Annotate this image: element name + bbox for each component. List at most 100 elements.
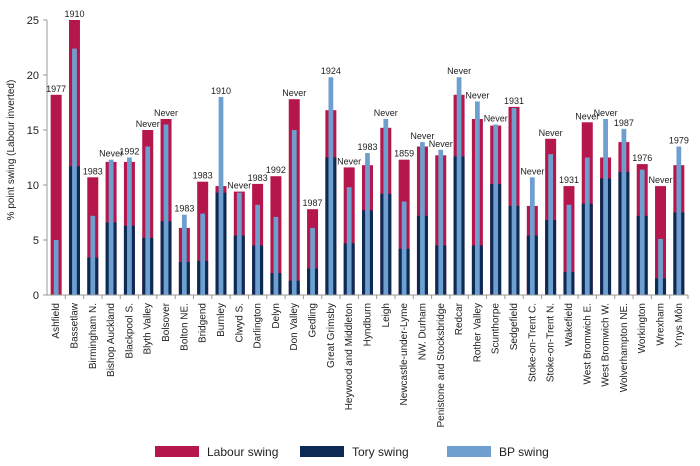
y-tick-label: 20	[27, 70, 39, 82]
bar-annotation: Never	[227, 181, 251, 191]
x-axis: Ashfield Bassetlaw Birmingham N. Bishop Auc…	[47, 294, 689, 428]
bp-swing-bar	[383, 119, 389, 295]
bars	[50, 20, 685, 296]
x-tick-label: Wolverhampton NE.	[619, 303, 630, 392]
x-tick-label: NW. Durham	[417, 303, 428, 360]
bp-swing-bar	[346, 187, 352, 295]
bp-swing-bar	[236, 192, 242, 295]
y-tick-label: 10	[27, 180, 39, 192]
x-tick-label: Stoke-on-Trent N.	[546, 303, 557, 382]
legend-label: Labour swing	[207, 445, 278, 459]
legend-swatch	[155, 446, 199, 457]
bp-swing-bar	[127, 157, 132, 295]
x-tick-label: West Bromwich E.	[582, 303, 593, 385]
bp-swing-bar	[401, 201, 407, 295]
bp-swing-bar	[273, 216, 279, 295]
bar-annotation: Never	[429, 139, 453, 149]
bar-annotation: Never	[447, 66, 471, 76]
bp-swing-bar	[72, 48, 77, 295]
bp-swing-bar	[548, 154, 554, 295]
bp-swing-bar	[438, 149, 444, 295]
x-tick-label: Gedling	[308, 303, 319, 337]
legend: Labour swing Tory swing BP swing	[155, 445, 549, 459]
y-tick-label: 15	[27, 125, 39, 137]
legend-swatch	[300, 446, 344, 457]
x-tick-label: Leigh	[381, 303, 392, 327]
bp-swing-bar	[53, 240, 59, 295]
bp-swing-bar	[420, 142, 425, 295]
x-tick-label: West Bromwich W.	[601, 303, 612, 387]
bp-swing-bar	[310, 227, 315, 295]
bar-annotation: 1987	[614, 118, 634, 128]
bar-annotation: 1931	[504, 96, 524, 106]
x-tick-label: Redcar	[454, 302, 465, 335]
x-tick-label: Wakefield	[564, 303, 575, 347]
bar-annotation: 1983	[357, 142, 377, 152]
bar-annotation: 1910	[211, 86, 231, 96]
x-tick-label: Great Grimsby	[326, 303, 337, 368]
legend-label: Tory swing	[352, 445, 409, 459]
x-tick-label: Ynys Môn	[674, 303, 685, 347]
bar-annotation: Never	[154, 108, 178, 118]
bar-annotation: Never	[99, 149, 123, 159]
bar-annotation: Never	[484, 114, 508, 124]
y-axis: 0 5 10 15 20 25	[27, 15, 48, 302]
bp-swing-bar	[163, 124, 169, 295]
bp-swing-bar	[291, 130, 297, 295]
bp-swing-bar	[566, 204, 572, 295]
x-tick-label: Birmingham N.	[88, 303, 99, 369]
bar-annotation: 1979	[669, 136, 689, 146]
bp-swing-bar	[255, 204, 260, 295]
bp-swing-bar	[529, 177, 535, 295]
x-tick-label: Stoke-on-Trent C.	[527, 303, 538, 382]
x-tick-label: Bassetlaw	[69, 302, 80, 348]
bp-swing-bar	[511, 108, 517, 295]
labour-swing-bar	[50, 94, 62, 295]
bp-swing-bar	[456, 77, 462, 295]
bar-annotation: 1992	[266, 165, 286, 175]
x-tick-label: Hyndburn	[363, 303, 374, 346]
y-tick-label: 0	[33, 290, 39, 302]
bp-swing-bar	[108, 159, 114, 295]
bp-swing-bar	[475, 101, 480, 296]
bp-swing-bar	[218, 97, 224, 295]
bp-swing-bar	[639, 169, 645, 295]
bar-annotation: Never	[575, 111, 599, 121]
bp-swing-bar	[658, 238, 663, 295]
x-tick-label: Ashfield	[51, 303, 62, 339]
bar-annotation: 1931	[559, 175, 579, 185]
bp-swing-bar	[328, 77, 334, 295]
bar-annotation: Never	[649, 175, 673, 185]
bar-annotation: Never	[136, 119, 160, 129]
bar-annotation: 1987	[303, 198, 323, 208]
x-tick-label: Rother Valley	[472, 303, 483, 362]
x-tick-label: Bolsover	[161, 302, 172, 342]
bar-annotation: Never	[539, 128, 563, 138]
bar-annotation: 1859	[394, 149, 414, 159]
bar-annotation: 1976	[632, 153, 652, 163]
x-tick-label: Sedgefield	[509, 303, 520, 350]
y-tick-label: 25	[27, 15, 39, 27]
bar-annotation: Never	[520, 166, 544, 176]
x-tick-label: Clwyd S.	[234, 303, 245, 342]
x-tick-label: Newcastle-under-Lyme	[399, 303, 410, 406]
bar-annotation: 1977	[46, 84, 66, 94]
bar-annotation: Never	[465, 90, 489, 100]
x-tick-label: Penistone and Stocksbridge	[436, 303, 447, 428]
bar-annotation: Never	[337, 156, 361, 166]
x-tick-label: Burnley	[216, 303, 227, 337]
bar-annotation: 1983	[83, 166, 103, 176]
bar-annotation: Never	[374, 108, 398, 118]
bar-annotation: 1924	[321, 66, 341, 76]
x-tick-label: Workington	[637, 303, 648, 353]
x-tick-label: Blyth Valley	[143, 303, 154, 355]
x-tick-label: Delyn	[271, 303, 282, 329]
bp-swing-bar	[365, 153, 370, 295]
bar-annotation: 1983	[174, 204, 194, 214]
bp-swing-bar	[90, 215, 96, 295]
bar-annotation: 1910	[64, 9, 84, 19]
bp-swing-bar	[603, 119, 608, 295]
bar-annotation: Never	[282, 88, 306, 98]
bar-annotation: 1992	[119, 147, 139, 157]
